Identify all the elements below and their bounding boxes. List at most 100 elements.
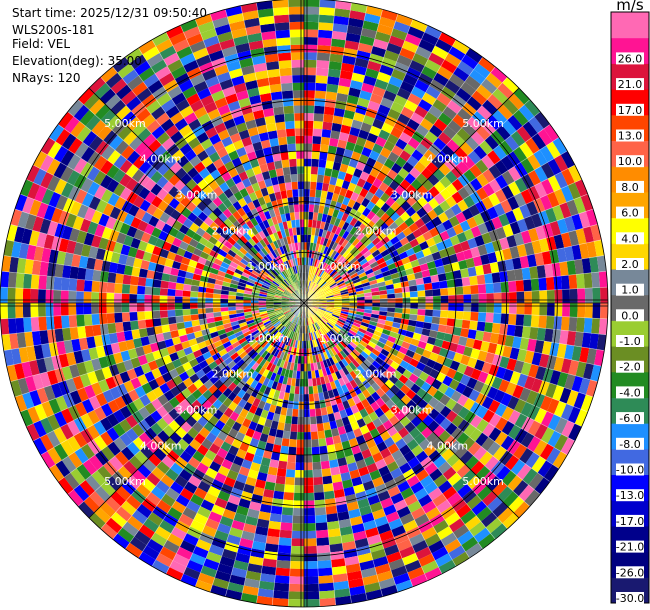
velocity-cell: [157, 256, 167, 266]
velocity-cell: [251, 540, 266, 551]
velocity-cell: [212, 158, 225, 170]
velocity-cell: [321, 468, 332, 477]
velocity-cell: [334, 154, 344, 164]
velocity-cell: [531, 133, 547, 150]
velocity-cell: [445, 398, 457, 411]
velocity-cell: [579, 346, 590, 364]
velocity-cell: [168, 274, 178, 283]
velocity-cell: [276, 312, 284, 317]
velocity-cell: [269, 137, 280, 147]
velocity-cell: [515, 314, 525, 327]
velocity-cell: [258, 15, 275, 26]
velocity-cell: [293, 204, 300, 213]
velocity-cell: [110, 78, 128, 95]
velocity-cell: [259, 310, 268, 315]
velocity-cell: [260, 350, 269, 359]
velocity-cell: [54, 411, 67, 428]
velocity-cell: [390, 162, 403, 174]
velocity-cell: [316, 311, 324, 317]
velocity-cell: [242, 255, 251, 263]
velocity-cell: [463, 398, 476, 411]
velocity-cell: [241, 382, 251, 393]
velocity-cell: [383, 369, 393, 380]
velocity-cell: [510, 130, 526, 147]
velocity-cell: [431, 316, 441, 325]
velocity-cell: [266, 473, 277, 484]
velocity-cell: [184, 149, 197, 162]
velocity-cell: [127, 204, 140, 217]
range-grid: [0, 0, 609, 608]
velocity-cell: [436, 265, 446, 275]
velocity-cell: [371, 265, 381, 273]
velocity-cell: [117, 465, 133, 481]
velocity-cell: [386, 365, 397, 375]
velocity-cell: [213, 379, 224, 389]
velocity-cell: [293, 324, 297, 332]
velocity-cell: [76, 230, 88, 244]
velocity-cell: [576, 317, 585, 333]
velocity-cell: [278, 273, 285, 281]
velocity-cell: [432, 168, 446, 181]
velocity-cell: [88, 135, 104, 152]
velocity-cell: [328, 365, 335, 374]
velocity-cell: [246, 281, 255, 287]
velocity-cell: [263, 352, 271, 361]
velocity-cell: [228, 372, 238, 383]
velocity-cell: [482, 423, 496, 438]
velocity-cell: [228, 68, 244, 79]
velocity-cell: [338, 360, 346, 369]
velocity-cell: [377, 244, 387, 254]
velocity-cell: [235, 473, 248, 484]
velocity-cell: [215, 369, 225, 380]
velocity-cell: [341, 260, 350, 268]
velocity-cell: [340, 533, 355, 544]
velocity-cell: [456, 464, 471, 479]
velocity-cell: [231, 257, 241, 265]
velocity-cell: [135, 346, 145, 358]
velocity-cell: [456, 127, 471, 142]
velocity-cell: [492, 109, 508, 126]
velocity-cell: [376, 154, 388, 165]
velocity-cell: [121, 110, 137, 126]
velocity-cell: [424, 111, 439, 125]
velocity-cell: [281, 262, 287, 271]
velocity-cell: [262, 237, 270, 246]
velocity-cell: [276, 37, 291, 47]
velocity-cell: [167, 506, 183, 521]
velocity-cell: [351, 359, 360, 368]
velocity-cell: [23, 273, 32, 289]
velocity-cell: [390, 492, 405, 505]
velocity-cell: [41, 401, 55, 418]
velocity-cell: [54, 178, 67, 195]
velocity-cell: [253, 343, 262, 352]
velocity-cell: [159, 45, 177, 60]
velocity-cell: [295, 378, 301, 387]
velocity-cell: [329, 543, 344, 553]
velocity-cell: [354, 316, 363, 322]
velocity-cell: [480, 340, 490, 353]
velocity-cell: [58, 353, 70, 368]
colorbar-tick-label: -13.0: [616, 489, 644, 502]
velocity-cell: [175, 167, 188, 180]
velocity-cell: [286, 268, 292, 276]
velocity-cell: [151, 195, 163, 208]
velocity-cell: [133, 337, 143, 349]
velocity-cell: [130, 377, 142, 390]
velocity-cell: [549, 342, 560, 357]
velocity-cell: [213, 258, 223, 266]
velocity-cell: [324, 324, 331, 332]
velocity-cell: [514, 428, 528, 444]
velocity-cell: [347, 243, 355, 253]
velocity-cell: [551, 329, 561, 344]
velocity-cell: [470, 225, 482, 238]
velocity-cell: [267, 310, 276, 315]
velocity-cell: [319, 336, 325, 345]
velocity-cell: [131, 329, 141, 340]
velocity-cell: [324, 429, 333, 439]
velocity-cell: [281, 327, 288, 335]
velocity-cell: [78, 337, 89, 351]
velocity-cell: [380, 265, 390, 274]
velocity-cell: [132, 398, 145, 411]
velocity-cell: [68, 290, 77, 303]
velocity-cell: [238, 278, 248, 285]
